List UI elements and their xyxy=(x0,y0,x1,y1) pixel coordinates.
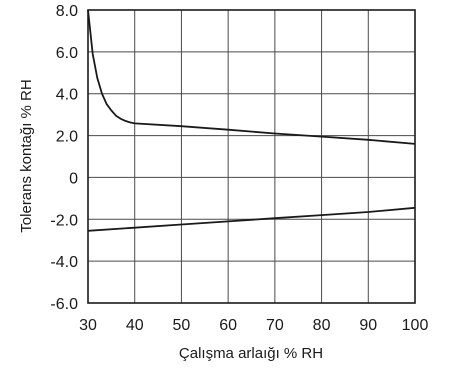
data-series xyxy=(87,9,416,232)
y-tick-label: 0 xyxy=(69,170,78,187)
x-axis-label: Çalışma arlaığı % RH xyxy=(179,345,323,362)
y-axis-ticks: 8.0 6.0 4.0 2.0 0 -2.0 -4.0 -6.0 xyxy=(50,3,78,313)
y-tick-label: -6.0 xyxy=(50,296,78,313)
y-tick-label: 2.0 xyxy=(56,129,78,146)
x-tick-label: 30 xyxy=(79,317,97,334)
plot-background xyxy=(88,10,415,303)
x-tick-label: 90 xyxy=(359,317,377,334)
y-tick-label: -2.0 xyxy=(50,212,78,229)
x-tick-label: 60 xyxy=(219,317,237,334)
y-tick-label: 4.0 xyxy=(56,87,78,104)
y-axis-label: Tolerans kontağı % RH xyxy=(18,79,35,232)
x-axis-ticks: 30 40 50 60 70 80 90 100 xyxy=(79,317,428,334)
plot-frame xyxy=(87,9,416,304)
x-tick-label: 50 xyxy=(173,317,191,334)
y-tick-label: -4.0 xyxy=(50,254,78,271)
series-line-1 xyxy=(87,9,416,145)
series-line-2 xyxy=(87,206,416,232)
x-tick-label: 40 xyxy=(126,317,144,334)
x-tick-label: 70 xyxy=(266,317,284,334)
x-tick-label: 80 xyxy=(313,317,331,334)
y-tick-label: 6.0 xyxy=(56,45,78,62)
x-tick-label: 100 xyxy=(402,317,429,334)
y-tick-label: 8.0 xyxy=(56,3,78,20)
